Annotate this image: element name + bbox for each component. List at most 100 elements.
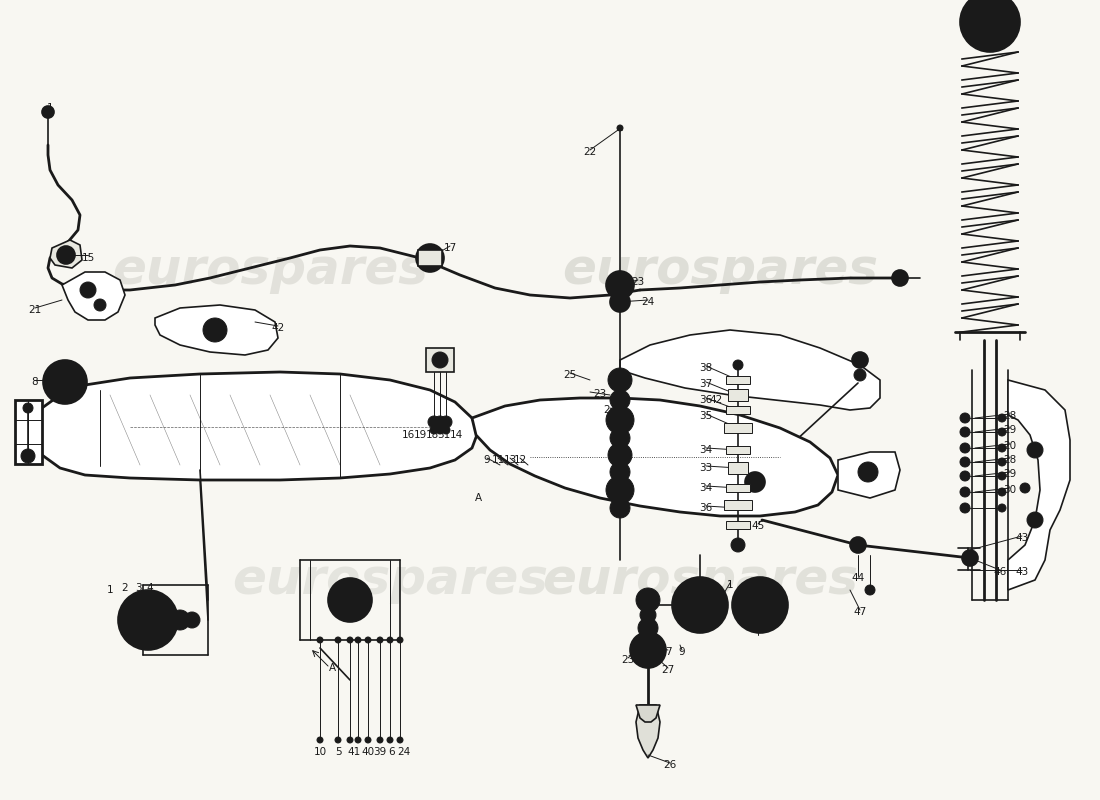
Circle shape bbox=[80, 282, 96, 298]
Text: 46: 46 bbox=[993, 567, 1007, 577]
Text: 21: 21 bbox=[29, 305, 42, 315]
Circle shape bbox=[387, 737, 393, 743]
Circle shape bbox=[733, 360, 742, 370]
Polygon shape bbox=[636, 705, 660, 722]
Text: 12: 12 bbox=[514, 455, 527, 465]
Circle shape bbox=[442, 426, 450, 434]
Text: 18: 18 bbox=[426, 430, 439, 440]
Bar bbox=[726, 446, 750, 454]
Circle shape bbox=[397, 637, 403, 643]
Text: 15: 15 bbox=[81, 253, 95, 263]
Circle shape bbox=[752, 597, 768, 613]
Circle shape bbox=[204, 318, 227, 342]
Circle shape bbox=[852, 352, 868, 368]
Circle shape bbox=[606, 406, 634, 434]
Circle shape bbox=[606, 271, 634, 299]
Circle shape bbox=[615, 433, 625, 443]
Circle shape bbox=[960, 427, 970, 437]
Bar bbox=[728, 389, 748, 401]
Circle shape bbox=[42, 106, 54, 118]
Text: 29: 29 bbox=[1003, 425, 1016, 435]
Text: eurospares: eurospares bbox=[112, 246, 428, 294]
Polygon shape bbox=[39, 372, 478, 480]
Text: 35: 35 bbox=[700, 411, 713, 421]
Circle shape bbox=[960, 503, 970, 513]
Text: 9: 9 bbox=[679, 647, 685, 657]
Text: 36: 36 bbox=[700, 395, 713, 405]
FancyBboxPatch shape bbox=[418, 250, 442, 266]
Text: eurospares: eurospares bbox=[562, 246, 878, 294]
Circle shape bbox=[640, 607, 656, 623]
Circle shape bbox=[21, 449, 35, 463]
Text: 25: 25 bbox=[563, 370, 576, 380]
Text: 45: 45 bbox=[751, 521, 764, 531]
Circle shape bbox=[732, 577, 788, 633]
Text: 43: 43 bbox=[1015, 567, 1028, 577]
Circle shape bbox=[432, 352, 448, 368]
Circle shape bbox=[998, 444, 1006, 452]
Circle shape bbox=[397, 737, 403, 743]
Circle shape bbox=[365, 737, 371, 743]
Circle shape bbox=[422, 250, 438, 266]
Bar bbox=[726, 484, 750, 492]
Text: 9: 9 bbox=[484, 455, 491, 465]
Circle shape bbox=[377, 737, 383, 743]
Text: 24: 24 bbox=[641, 297, 654, 307]
Text: 5: 5 bbox=[334, 747, 341, 757]
Circle shape bbox=[613, 413, 627, 427]
Text: 19: 19 bbox=[414, 430, 427, 440]
Bar bbox=[726, 521, 750, 529]
Circle shape bbox=[613, 483, 627, 497]
Text: 13: 13 bbox=[504, 455, 517, 465]
Circle shape bbox=[118, 590, 178, 650]
Circle shape bbox=[960, 0, 1020, 52]
Text: 17: 17 bbox=[443, 243, 456, 253]
Text: 28: 28 bbox=[1003, 455, 1016, 465]
Circle shape bbox=[672, 577, 728, 633]
Polygon shape bbox=[50, 240, 82, 268]
Text: 27: 27 bbox=[661, 665, 674, 675]
Circle shape bbox=[692, 597, 708, 613]
Circle shape bbox=[854, 369, 866, 381]
Text: 44: 44 bbox=[851, 573, 865, 583]
Circle shape bbox=[615, 395, 625, 405]
Text: 14: 14 bbox=[450, 430, 463, 440]
Text: 37: 37 bbox=[700, 379, 713, 389]
Bar bbox=[726, 406, 750, 414]
Bar bbox=[728, 462, 748, 474]
Text: 20: 20 bbox=[1003, 441, 1016, 451]
Circle shape bbox=[336, 737, 341, 743]
Circle shape bbox=[608, 368, 632, 392]
Circle shape bbox=[615, 467, 625, 477]
Text: 47: 47 bbox=[854, 607, 867, 617]
FancyBboxPatch shape bbox=[426, 348, 454, 372]
Circle shape bbox=[387, 637, 393, 643]
Text: 23: 23 bbox=[621, 655, 635, 665]
Circle shape bbox=[377, 637, 383, 643]
Circle shape bbox=[998, 414, 1006, 422]
Circle shape bbox=[614, 374, 626, 386]
Circle shape bbox=[355, 737, 361, 743]
Circle shape bbox=[960, 471, 970, 481]
Text: 39: 39 bbox=[373, 747, 386, 757]
Text: A: A bbox=[474, 493, 482, 503]
Circle shape bbox=[638, 640, 658, 660]
Circle shape bbox=[338, 588, 362, 612]
Circle shape bbox=[57, 246, 75, 264]
Circle shape bbox=[52, 369, 78, 395]
Circle shape bbox=[1027, 442, 1043, 458]
Circle shape bbox=[436, 426, 444, 434]
Text: 36: 36 bbox=[700, 503, 713, 513]
Text: 23: 23 bbox=[593, 389, 606, 399]
Text: 41: 41 bbox=[348, 747, 361, 757]
Text: 7: 7 bbox=[664, 647, 671, 657]
Circle shape bbox=[346, 737, 353, 743]
Bar bbox=[726, 376, 750, 384]
Circle shape bbox=[998, 428, 1006, 436]
Circle shape bbox=[998, 458, 1006, 466]
Circle shape bbox=[355, 637, 361, 643]
Text: 6: 6 bbox=[388, 747, 395, 757]
Circle shape bbox=[365, 637, 371, 643]
Circle shape bbox=[128, 600, 168, 640]
Circle shape bbox=[59, 376, 72, 388]
